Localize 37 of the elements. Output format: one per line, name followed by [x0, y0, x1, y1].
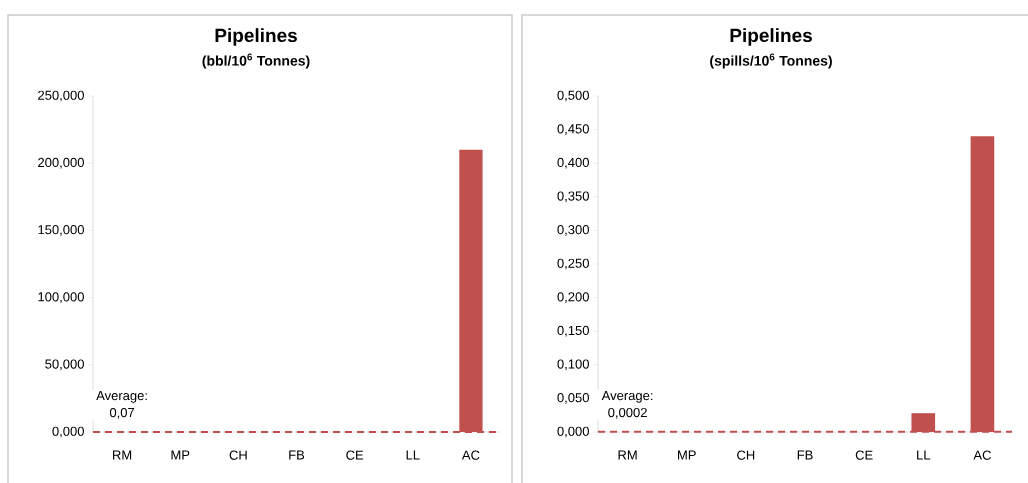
x-tick-label: LL [406, 450, 420, 460]
y-tick-label: 50,000 [45, 359, 84, 371]
x-tick-label: FB [797, 450, 813, 460]
x-tick-label: CE [346, 450, 364, 460]
ref-line-label: Average: 0,0002 [601, 391, 653, 419]
x-tick-label: CE [855, 450, 873, 460]
y-tick-label: 250,000 [38, 90, 84, 102]
y-tick-label: 0,250 [557, 258, 589, 270]
y-tick-label: 150,000 [38, 225, 84, 236]
chart-subtitle: (bbl/10$^{6}$ Tonnes) [202, 53, 310, 69]
y-tick-label: 0,450 [557, 124, 589, 135]
y-tick-label: 0,100 [557, 359, 589, 371]
y-tick-label: 0,300 [557, 225, 589, 236]
x-tick-label: AC [973, 450, 991, 460]
y-tick-label: 0,000 [557, 426, 589, 438]
x-tick-label: MP [678, 450, 696, 460]
y-tick-label: 200,000 [38, 157, 84, 169]
y-tick-label: 0,050 [557, 393, 589, 404]
x-tick-label: CH [229, 450, 247, 460]
x-tick-label: RM [113, 450, 132, 460]
x-tick-label: MP [171, 450, 190, 460]
chart-title: Pipelines [730, 28, 812, 46]
y-tick-label: 0,500 [557, 90, 589, 102]
y-tick-label: 100,000 [38, 292, 84, 303]
y-tick-label: 0,150 [557, 325, 589, 337]
y-tick-label: 0,000 [52, 426, 84, 438]
x-tick-label: RM [618, 450, 637, 460]
y-tick-label: 0,400 [557, 157, 589, 169]
chart-title: Pipelines [215, 28, 297, 46]
x-tick-label: FB [289, 450, 305, 460]
y-tick-label: 0,200 [557, 292, 589, 303]
y-tick-label: 0,350 [557, 191, 589, 203]
ref-line-label: Average: 0,07 [96, 391, 147, 419]
chart-subtitle: (spills/10$^{6}$ Tonnes) [710, 53, 832, 69]
x-tick-label: LL [917, 450, 931, 460]
x-tick-label: CH [737, 450, 755, 460]
x-tick-label: AC [461, 450, 480, 460]
